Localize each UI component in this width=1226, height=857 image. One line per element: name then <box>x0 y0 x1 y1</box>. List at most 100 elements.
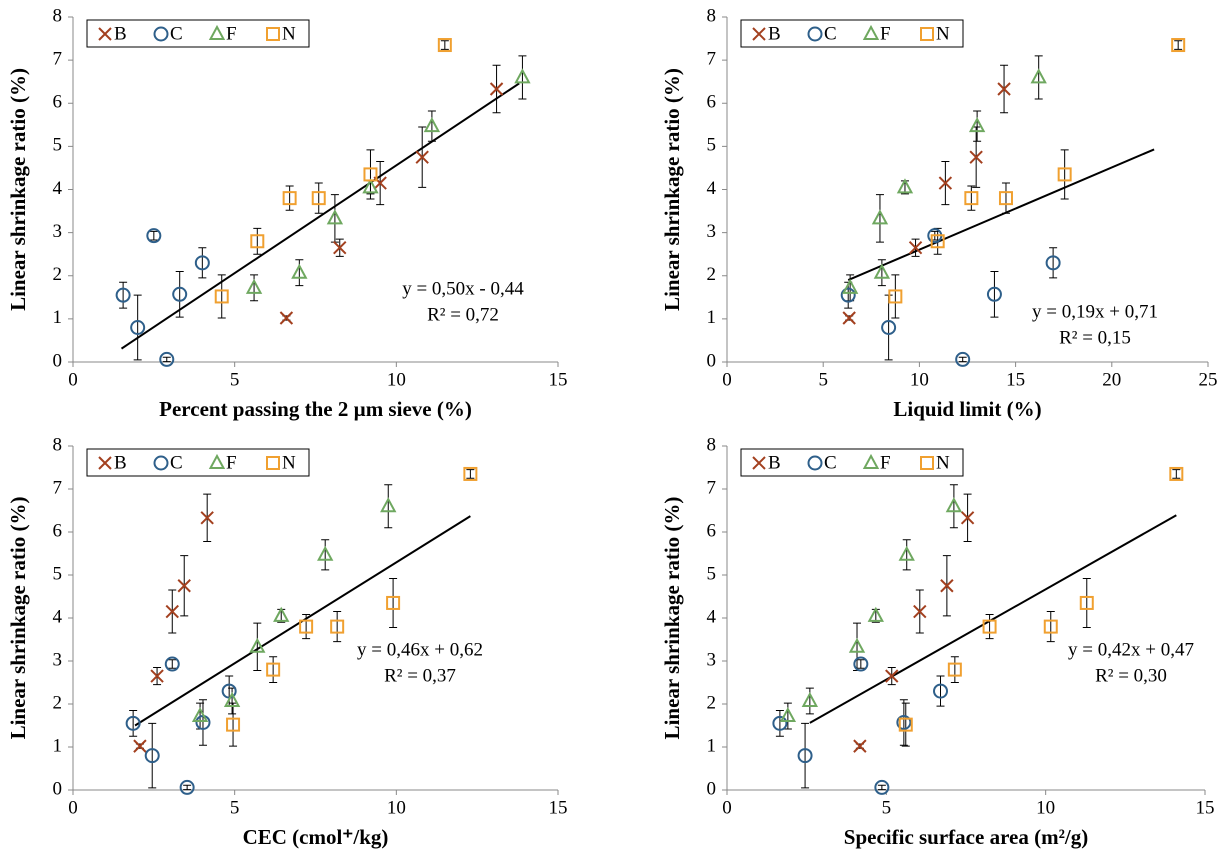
y-tick-label: 0 <box>707 350 717 371</box>
error-bar <box>253 622 262 671</box>
marker-square <box>214 289 229 304</box>
error-bar <box>119 281 128 309</box>
panel: 0 1 2 3 4 5 6 7 8 0 5 10 15 Specific surface area (m²… <box>660 434 1215 848</box>
marker-x <box>177 579 191 593</box>
annotation: y = 0,19x + 0,71 <box>1032 301 1158 322</box>
marker-x <box>938 176 953 190</box>
y-tick-label: 5 <box>53 135 63 156</box>
marker-triangle <box>273 606 290 622</box>
marker-circle <box>115 287 131 303</box>
trendline <box>120 82 520 350</box>
annotation: y = 0,42x + 0,47 <box>1068 639 1194 660</box>
error-bar <box>269 656 278 683</box>
marker-circle <box>146 228 162 244</box>
error-bar <box>901 702 910 747</box>
legend-label: B <box>114 23 127 44</box>
y-tick-label: 8 <box>707 5 717 26</box>
marker-x <box>885 669 899 683</box>
marker-x <box>165 604 179 619</box>
error-bar <box>314 182 323 214</box>
x-tick-label: 5 <box>882 797 892 818</box>
marker-triangle <box>779 706 797 723</box>
y-tick-label: 5 <box>53 563 63 584</box>
marker-triangle <box>801 691 819 707</box>
y-tick-label: 7 <box>53 48 63 69</box>
legend-box <box>740 448 964 477</box>
x-tick-label: 15 <box>549 797 568 818</box>
marker-triangle <box>514 68 531 84</box>
annotation: y = 0,46x + 0,62 <box>357 639 483 660</box>
error-bar <box>801 722 810 789</box>
error-bar <box>990 270 999 318</box>
error-bar <box>973 110 982 142</box>
legend-label: N <box>936 452 950 473</box>
legend-marker <box>266 456 280 470</box>
y-tick-label: 6 <box>707 92 717 113</box>
error-bar <box>168 659 177 669</box>
marker-triangle <box>317 545 334 561</box>
error-bar <box>950 656 959 683</box>
error-bar <box>1034 55 1043 100</box>
marker-triangle <box>223 691 241 707</box>
marker-square <box>363 167 378 182</box>
marker-circle <box>772 715 788 731</box>
y-tick-label: 8 <box>53 434 63 455</box>
x-tick-label: 15 <box>549 369 568 390</box>
annotation: R² = 0,15 <box>1059 327 1131 348</box>
error-bar <box>899 699 908 746</box>
marker-square <box>1171 38 1186 53</box>
legend-marker <box>153 455 169 471</box>
trendline <box>847 148 1155 281</box>
legend-marker <box>807 26 823 42</box>
marker-square <box>299 619 314 634</box>
marker-square <box>226 717 241 732</box>
legend-label: C <box>824 452 837 473</box>
marker-x <box>150 669 164 683</box>
x-tick-label: 0 <box>68 797 78 818</box>
error-bar <box>285 185 294 211</box>
marker-x <box>489 82 504 96</box>
legend-marker <box>98 456 112 470</box>
marker-x <box>969 150 983 164</box>
error-bar <box>1046 611 1055 643</box>
error-bar <box>389 577 398 628</box>
marker-circle <box>881 320 897 335</box>
annotation: R² = 0,72 <box>427 304 499 325</box>
y-tick-label: 4 <box>707 178 717 199</box>
x-tick-label: 10 <box>910 369 929 390</box>
marker-square <box>1043 619 1058 634</box>
y-tick-label: 6 <box>707 520 717 541</box>
marker-square <box>311 191 326 206</box>
marker-square <box>437 38 452 53</box>
y-tick-label: 1 <box>707 307 717 328</box>
error-bar <box>985 614 994 640</box>
error-bar <box>1174 40 1183 50</box>
error-bar <box>936 675 945 707</box>
marker-triangle <box>291 263 308 279</box>
legend-marker <box>208 453 226 469</box>
error-bar <box>958 356 967 363</box>
x-axis-title: Liquid limit (%) <box>893 397 1041 421</box>
marker-circle <box>933 683 949 699</box>
legend-marker <box>153 26 169 42</box>
marker-triangle <box>191 706 209 723</box>
marker-circle <box>986 286 1002 302</box>
marker-circle <box>159 351 175 367</box>
y-axis-title: Linear shrinkage ratio (%) <box>6 497 30 740</box>
y-tick-label: 1 <box>53 307 63 328</box>
marker-circle <box>172 286 188 302</box>
y-axis-title: Linear shrinkage ratio (%) <box>660 497 684 740</box>
x-tick-label: 10 <box>387 797 406 818</box>
error-bar <box>321 539 330 571</box>
error-bar <box>1172 469 1181 479</box>
legend-marker <box>807 455 823 471</box>
marker-circle <box>1045 255 1061 271</box>
y-tick-label: 4 <box>53 606 63 627</box>
x-tick-label: 25 <box>1199 369 1218 390</box>
error-bar <box>902 539 911 571</box>
y-tick-label: 3 <box>53 221 63 242</box>
x-tick-label: 0 <box>722 797 732 818</box>
y-axis-title: Linear shrinkage ratio (%) <box>660 68 684 311</box>
legend-label: C <box>824 23 837 44</box>
y-tick-label: 0 <box>53 350 63 371</box>
